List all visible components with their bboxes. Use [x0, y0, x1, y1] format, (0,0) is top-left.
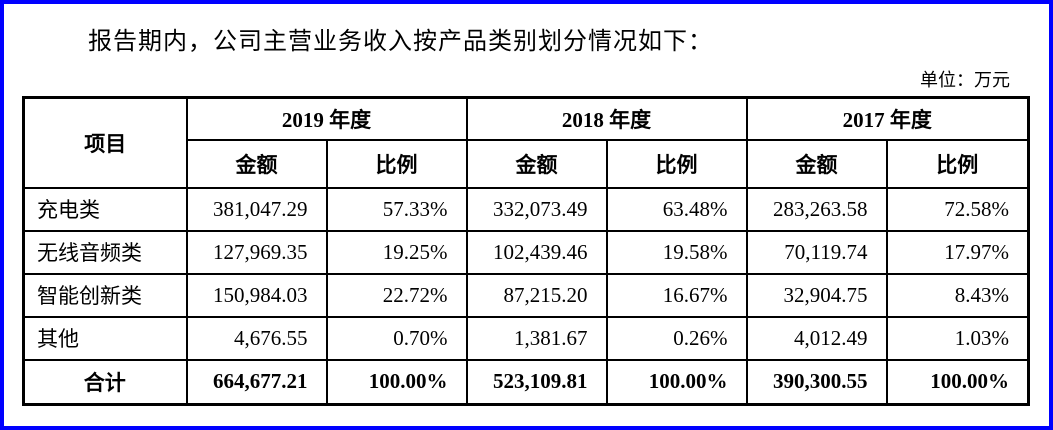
- table-row-wireless-audio: 无线音频类 127,969.35 19.25% 102,439.46 19.58…: [22, 229, 1030, 275]
- table-row-charging: 充电类 381,047.29 57.33% 332,073.49 63.48% …: [22, 186, 1030, 232]
- col-header-year-2018: 2018 年度: [465, 96, 748, 141]
- cell-2019-amount: 150,984.03: [185, 272, 328, 318]
- cell-2018-amount: 87,215.20: [465, 272, 608, 318]
- cell-2019-ratio: 19.25%: [325, 229, 468, 275]
- cell-2018-ratio: 19.58%: [605, 229, 748, 275]
- cell-2017-ratio: 17.97%: [885, 229, 1030, 275]
- cell-2017-ratio: 72.58%: [885, 186, 1030, 232]
- cell-2018-amount: 332,073.49: [465, 186, 608, 232]
- total-cell-2017-amount: 390,300.55: [745, 358, 888, 406]
- intro-text: 报告期内，公司主营业务收入按产品类别划分情况如下：: [88, 29, 713, 55]
- cell-2019-amount: 127,969.35: [185, 229, 328, 275]
- cell-2018-amount: 102,439.46: [465, 229, 608, 275]
- row-label: 无线音频类: [22, 229, 188, 275]
- total-label: 合计: [22, 358, 188, 406]
- cell-2019-ratio: 57.33%: [325, 186, 468, 232]
- cell-2017-amount: 283,263.58: [745, 186, 888, 232]
- header-row-subcolumns: 金额 比例 金额 比例 金额 比例: [24, 138, 1030, 189]
- cell-2019-ratio: 22.72%: [325, 272, 468, 318]
- col-header-amount-2017: 金额: [745, 138, 888, 189]
- revenue-by-product-table: 项目 2019 年度 2018 年度 2017 年度 金额 比例 金额 比例 金…: [22, 96, 1030, 406]
- cell-2018-ratio: 0.26%: [605, 315, 748, 361]
- document-page: 报告期内，公司主营业务收入按产品类别划分情况如下： 单位：万元 项目 2019 …: [4, 26, 1049, 406]
- col-header-ratio-2019: 比例: [325, 138, 468, 189]
- cell-2019-amount: 4,676.55: [185, 315, 328, 361]
- cell-2018-amount: 1,381.67: [465, 315, 608, 361]
- row-label: 其他: [22, 315, 188, 361]
- table-row-other: 其他 4,676.55 0.70% 1,381.67 0.26% 4,012.4…: [22, 315, 1030, 361]
- col-header-amount-2018: 金额: [465, 138, 608, 189]
- cell-2017-amount: 4,012.49: [745, 315, 888, 361]
- col-header-year-2017: 2017 年度: [745, 96, 1030, 141]
- cell-2017-amount: 32,904.75: [745, 272, 888, 318]
- total-cell-2017-ratio: 100.00%: [885, 358, 1030, 406]
- col-header-ratio-2018: 比例: [605, 138, 748, 189]
- row-label: 智能创新类: [22, 272, 188, 318]
- unit-label: 单位：万元: [920, 70, 1010, 90]
- row-label: 充电类: [22, 186, 188, 232]
- total-cell-2018-ratio: 100.00%: [605, 358, 748, 406]
- col-header-ratio-2017: 比例: [885, 138, 1030, 189]
- col-header-item: 项目: [22, 96, 188, 189]
- total-cell-2018-amount: 523,109.81: [465, 358, 608, 406]
- total-cell-2019-amount: 664,677.21: [185, 358, 328, 406]
- col-header-amount-2019: 金额: [185, 138, 328, 189]
- cell-2017-amount: 70,119.74: [745, 229, 888, 275]
- cell-2019-amount: 381,047.29: [185, 186, 328, 232]
- cell-2019-ratio: 0.70%: [325, 315, 468, 361]
- cell-2018-ratio: 63.48%: [605, 186, 748, 232]
- cell-2017-ratio: 1.03%: [885, 315, 1030, 361]
- header-row-years: 项目 2019 年度 2018 年度 2017 年度: [22, 96, 1030, 189]
- table-row-smart-innovation: 智能创新类 150,984.03 22.72% 87,215.20 16.67%…: [22, 272, 1030, 318]
- table-row-total: 合计 664,677.21 100.00% 523,109.81 100.00%…: [22, 358, 1030, 406]
- cell-2017-ratio: 8.43%: [885, 272, 1030, 318]
- cell-2018-ratio: 16.67%: [605, 272, 748, 318]
- total-cell-2019-ratio: 100.00%: [325, 358, 468, 406]
- col-header-year-2019: 2019 年度: [185, 96, 468, 141]
